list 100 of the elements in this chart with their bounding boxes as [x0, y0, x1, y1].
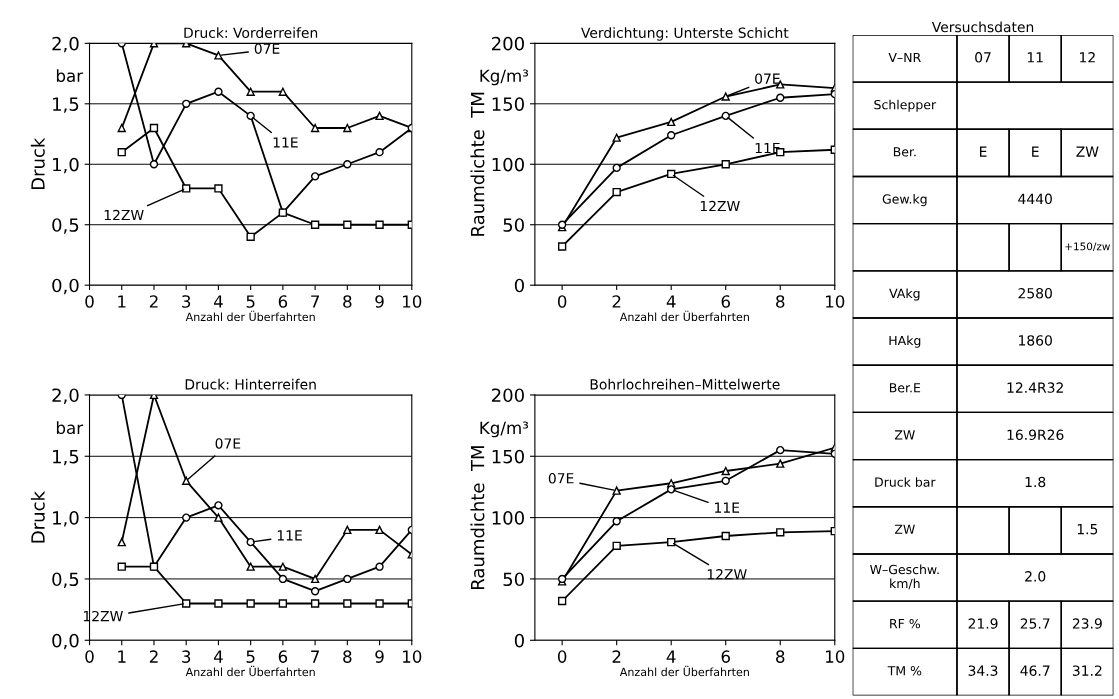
text: bar — [56, 69, 84, 83]
y-tick-label: 100 — [492, 157, 524, 172]
x-tick-label: 10 — [826, 650, 845, 663]
x-tick-label: 4 — [213, 650, 223, 663]
text: 4440 — [1018, 193, 1052, 205]
y-tick-label: 0,5 — [52, 218, 79, 234]
y-tick-label: 100 — [492, 511, 524, 525]
y-tick-label: 50 — [503, 218, 524, 232]
text: TM % — [887, 666, 922, 676]
chart-title: Bohrlochreihen–Mittelwerte — [590, 378, 780, 390]
text: HAkg — [889, 335, 921, 348]
y-axis-title: Druck — [30, 137, 45, 190]
text: E — [980, 146, 987, 157]
text: 16.9R26 — [1007, 429, 1064, 441]
x-tick-label: 6 — [721, 295, 730, 308]
y-axis-title: Raumdichte TM — [470, 92, 485, 236]
x-tick-label: 1 — [118, 295, 126, 308]
text: Ber. — [893, 147, 916, 157]
x-tick-label: 2 — [149, 295, 158, 308]
text: 31.2 — [1072, 665, 1102, 676]
text: ZW — [894, 430, 915, 440]
y-tick-label: 0,5 — [52, 572, 79, 588]
y-tick-label: 0,0 — [52, 633, 79, 650]
x-tick-label: 9 — [375, 650, 384, 663]
text: 2580 — [1018, 287, 1052, 299]
x-tick-label: 2 — [612, 650, 621, 663]
x-tick-label: 9 — [375, 295, 384, 308]
legend-label: 07E — [548, 473, 574, 484]
text: Gew.kg — [882, 194, 927, 207]
legend-label: 11E — [277, 530, 302, 541]
y-tick-label: 50 — [503, 572, 524, 587]
text: 46.7 — [1020, 665, 1050, 676]
text: RF % — [890, 618, 920, 629]
text: ZW — [1076, 146, 1099, 157]
x-tick-label: 8 — [776, 295, 785, 308]
x-tick-label: 0 — [557, 295, 567, 308]
text: 12 — [1080, 52, 1095, 63]
y-tick-label: 200 — [492, 36, 524, 51]
x-tick-label: 7 — [311, 650, 319, 663]
text: 23.9 — [1072, 618, 1102, 629]
text: 25.7 — [1020, 618, 1050, 629]
y-tick-label: 0 — [514, 633, 524, 648]
text: ZW — [894, 524, 915, 534]
text: 07E — [215, 438, 241, 449]
y-tick-label: 0 — [514, 278, 524, 293]
text: V–NR — [888, 52, 921, 62]
text: 07 — [975, 52, 991, 63]
x-tick-label: 8 — [343, 650, 352, 663]
x-tick-label: 0 — [85, 295, 94, 308]
text: Kg/m³ — [480, 421, 529, 438]
text: W–Geschw. km/h — [870, 564, 939, 590]
x-tick-label: 10 — [403, 295, 422, 308]
chart-title: Druck: Hinterreifen — [185, 378, 316, 390]
y-tick-label: 150 — [492, 97, 524, 111]
x-tick-label: 10 — [826, 295, 845, 308]
text: 12.4R32 — [1007, 382, 1063, 393]
y-tick-label: 1,0 — [53, 157, 79, 174]
text: 1.8 — [1025, 476, 1046, 488]
x-tick-label: 0 — [557, 650, 567, 663]
x-axis-title: Anzahl der Überfahrten — [185, 665, 315, 677]
text: 11 — [1027, 52, 1043, 63]
x-axis-title: Anzahl der Überfahrten — [619, 310, 749, 322]
x-tick-label: 8 — [343, 295, 352, 308]
x-tick-label: 2 — [149, 650, 158, 663]
y-tick-label: 2,0 — [52, 388, 79, 404]
text: 21.9 — [968, 618, 998, 629]
text: Ber.E — [889, 383, 921, 393]
x-tick-label: 1 — [118, 650, 126, 663]
x-tick-label: 6 — [278, 295, 288, 308]
series-label: 11E — [715, 502, 740, 513]
y-tick-label: 0,0 — [52, 278, 79, 295]
x-tick-label: 6 — [278, 650, 288, 663]
text: 2.0 — [1025, 571, 1046, 582]
x-tick-label: 5 — [246, 295, 255, 308]
legend-label: 12ZW — [700, 200, 740, 212]
text: 12ZW — [104, 209, 144, 221]
text: VAkg — [889, 288, 920, 301]
series-label: 07E — [755, 73, 780, 84]
x-tick-label: 4 — [666, 295, 676, 308]
text: Schlepper — [874, 99, 937, 112]
x-tick-label: 5 — [246, 650, 255, 663]
text: +150/zw — [1065, 242, 1110, 252]
text: Versuchsdaten — [931, 21, 1034, 33]
x-tick-label: 10 — [403, 650, 422, 663]
text: 34.3 — [968, 665, 998, 676]
x-tick-label: 3 — [182, 650, 191, 663]
x-tick-label: 2 — [612, 295, 621, 308]
text: Druck bar — [875, 477, 936, 487]
x-tick-label: 0 — [85, 650, 94, 663]
x-tick-label: 3 — [182, 295, 191, 308]
x-axis-title: Anzahl der Überfahrten — [619, 665, 749, 677]
x-tick-label: 6 — [721, 650, 730, 663]
chart-title: Druck: Vorderreifen — [184, 27, 318, 38]
text: E — [1032, 146, 1039, 157]
x-tick-label: 7 — [311, 295, 319, 308]
y-tick-label: 1,0 — [53, 511, 79, 527]
x-tick-label: 4 — [213, 295, 223, 308]
y-tick-label: 1,5 — [53, 449, 79, 466]
text: bar — [56, 421, 84, 435]
text: 12ZW — [707, 569, 747, 580]
